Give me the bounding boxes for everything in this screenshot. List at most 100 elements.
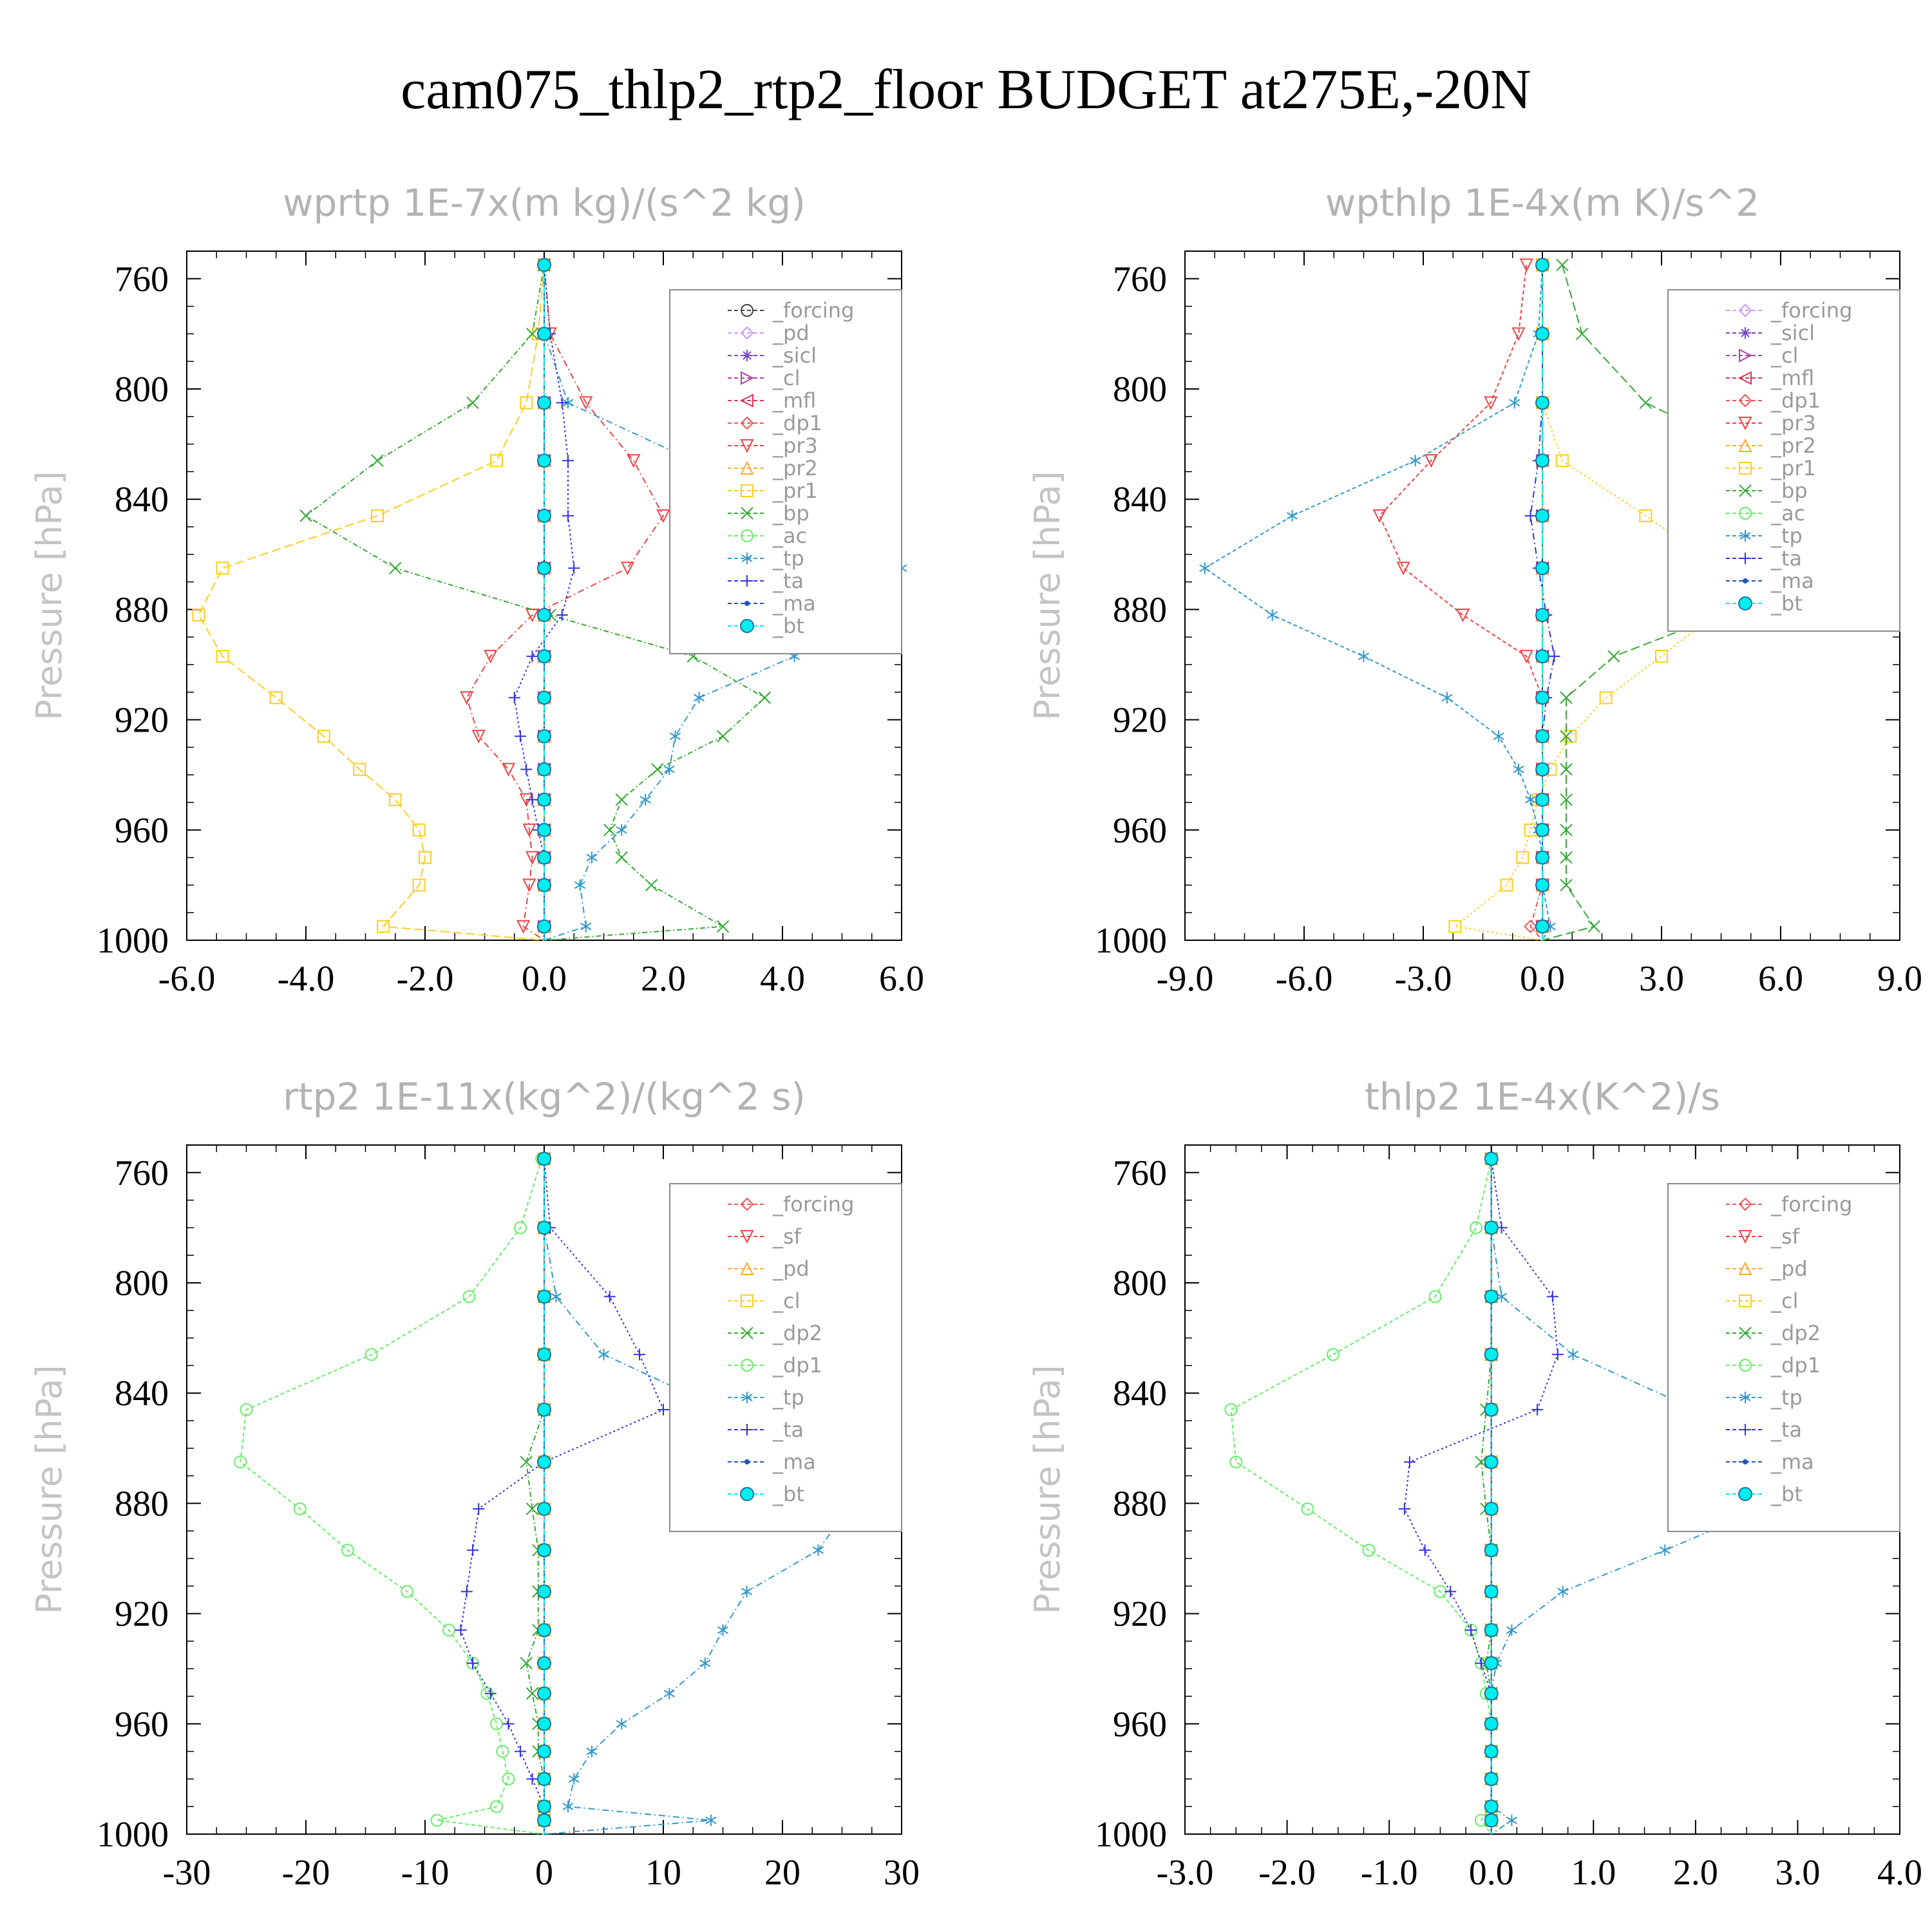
data-point <box>522 878 536 893</box>
data-point <box>550 1291 562 1303</box>
data-point <box>598 1349 610 1361</box>
legend-entry: _ma <box>1726 1450 1814 1474</box>
series-bt <box>1535 258 1549 940</box>
data-point <box>430 1814 444 1827</box>
data-point <box>537 1716 551 1731</box>
y-axis-label: Pressure [hPa] <box>29 471 70 720</box>
x-tick-label: 0 <box>535 1853 553 1893</box>
data-point <box>1424 454 1438 468</box>
x-tick-label: 3.0 <box>1775 1853 1820 1893</box>
legend-label: _cl <box>772 366 800 390</box>
legend-label: _ta <box>772 1417 804 1442</box>
legend-label: _forcing <box>1770 1192 1852 1217</box>
data-point <box>1224 1403 1238 1416</box>
panel-title: rtp2 1E-11x(kg^2)/(kg^2 s) <box>283 1075 806 1119</box>
data-point <box>537 1289 551 1304</box>
data-point <box>537 822 551 837</box>
data-point <box>1535 508 1549 523</box>
legend-marker <box>740 1230 754 1244</box>
legend-marker <box>741 1359 753 1372</box>
data-point <box>1484 1744 1499 1759</box>
data-point <box>1567 1349 1579 1361</box>
data-point <box>663 1687 675 1700</box>
x-tick-label: -30 <box>163 1853 211 1893</box>
legend-entry: _dp2 <box>728 1321 822 1345</box>
panel-3: rtp2 1E-11x(kg^2)/(kg^2 s) Pressure [hPa]… <box>29 1075 920 1893</box>
data-point <box>1535 327 1549 341</box>
legend-marker <box>740 1197 754 1211</box>
x-tick-label: 6.0 <box>879 959 924 999</box>
panel-4: thlp2 1E-4x(K^2)/s Pressure [hPa] -3.0 -2.0… <box>1027 1075 1922 1893</box>
data-point <box>502 1772 515 1786</box>
legend-entry: _dp2 <box>1726 1321 1821 1345</box>
data-point <box>537 1772 551 1786</box>
legend-marker <box>1738 1487 1752 1501</box>
legend-label: _ma <box>772 591 816 616</box>
legend-entry: _tp <box>728 546 804 571</box>
legend-marker <box>1739 484 1752 497</box>
legend-entry: _pr1 <box>728 478 818 503</box>
legend-marker <box>741 1327 753 1340</box>
data-point <box>1496 1291 1508 1303</box>
legend-box <box>1667 1183 1900 1532</box>
legend-label: _tp <box>1770 1385 1803 1410</box>
data-point <box>537 792 551 807</box>
legend-marker <box>741 507 753 520</box>
legend-marker <box>1743 578 1748 583</box>
legend-label: _tp <box>772 546 804 571</box>
data-point <box>1575 327 1589 341</box>
legend-label: _forcing <box>772 298 854 323</box>
series-line <box>544 1159 879 1835</box>
data-point <box>1560 762 1573 776</box>
legend-label: _dp2 <box>1770 1321 1821 1345</box>
y-axis-label: Pressure [hPa] <box>1027 1365 1068 1614</box>
legend-entry: _sf <box>1726 1224 1800 1249</box>
data-point <box>537 1813 551 1828</box>
data-point <box>1484 1501 1499 1516</box>
legend-label: _ta <box>1770 1417 1802 1442</box>
x-tick-label: 1.0 <box>1571 1853 1616 1893</box>
data-point <box>520 396 533 410</box>
legend-label: _ac <box>772 524 807 548</box>
data-point <box>658 1403 669 1416</box>
x-tick-label: -9.0 <box>1157 959 1214 999</box>
legend-label: _sf <box>772 1224 802 1249</box>
series-ta <box>455 1153 669 1834</box>
y-tick-label: 1000 <box>1095 921 1167 961</box>
series-line <box>1203 265 1551 941</box>
data-point <box>515 1745 526 1757</box>
data-point <box>615 851 628 864</box>
series-dp2 <box>520 1152 551 1834</box>
legend-marker <box>1738 393 1752 408</box>
legend-marker <box>744 1459 750 1464</box>
x-tick-label: 10 <box>645 1853 681 1893</box>
panel-1: wprtp 1E-7x(m kg)/(s^2 kg) Pressure [hPa]… <box>29 181 924 999</box>
x-tick-label: 6.0 <box>1758 959 1803 999</box>
data-point <box>508 692 520 704</box>
legend-box <box>1667 289 1900 632</box>
data-point <box>388 793 402 806</box>
data-point <box>1555 454 1569 468</box>
legend-marker <box>1739 507 1752 520</box>
data-point <box>1506 1624 1517 1636</box>
data-point <box>377 920 390 933</box>
data-point <box>471 730 486 744</box>
data-point <box>514 1221 527 1235</box>
data-point <box>1484 1772 1499 1786</box>
legend-label: _bt <box>1770 1482 1803 1506</box>
legend-label: _cl <box>1770 1289 1798 1313</box>
data-point <box>1484 396 1498 410</box>
series-line <box>198 265 545 941</box>
y-tick-label: 880 <box>115 1484 169 1524</box>
x-tick-label: 9.0 <box>1877 959 1922 999</box>
data-point <box>1535 729 1549 744</box>
data-point <box>669 730 681 743</box>
data-point <box>568 1773 580 1785</box>
data-point <box>537 327 551 341</box>
legend-label: _sicl <box>1770 321 1815 345</box>
data-point <box>1493 730 1504 743</box>
legend-marker <box>1743 1459 1748 1464</box>
x-tick-label: -10 <box>401 1853 450 1893</box>
legend-marker <box>741 1424 753 1435</box>
legend-label: _sf <box>1770 1224 1800 1249</box>
